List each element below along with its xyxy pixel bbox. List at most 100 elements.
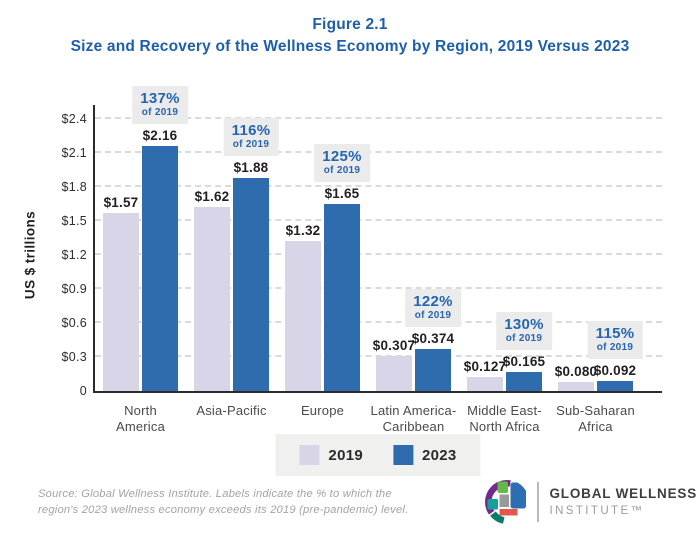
logo-text-line2: INSTITUTE™ [549, 505, 645, 517]
legend-item-2023: 2023 [393, 445, 457, 465]
gridline-$1.5 [95, 219, 662, 221]
source-note-line1: Source: Global Wellness Institute. Label… [38, 488, 392, 500]
value-label-2023: $0.165 [502, 354, 546, 370]
gridline-$0.6 [95, 321, 662, 323]
pct-subtext: of 2019 [141, 107, 179, 119]
bar-2019 [194, 207, 230, 391]
category-label-line: Europe [300, 403, 345, 418]
category-label-3: Latin America- Caribbean [352, 403, 476, 435]
pct-subtext: of 2019 [596, 341, 634, 353]
pct-subtext: of 2019 [232, 138, 270, 150]
category-label-line: Asia-Pacific [196, 403, 267, 418]
logo-divider [537, 482, 539, 522]
y-tick-label: $0.9 [61, 282, 87, 296]
gwi-logo: GLOBAL WELLNESS INSTITUTE™ [484, 479, 697, 525]
bar-2023 [324, 204, 360, 391]
bar-group-0: $1.57 $2.16 137% of 2019 [95, 86, 188, 391]
pct-value: 115% [595, 324, 635, 342]
legend-swatch-2023 [393, 445, 413, 465]
category-label-line: Sub-Saharan [556, 403, 635, 418]
figure-label: Figure 2.1 [312, 16, 388, 33]
gridline-$1.2 [95, 253, 662, 255]
value-label-2019: $1.62 [194, 189, 230, 205]
value-label-2023: $2.16 [142, 128, 178, 144]
y-tick-label: $2.1 [61, 146, 87, 160]
value-label-2019: $0.307 [372, 338, 416, 354]
bar-2019 [285, 241, 321, 391]
gridline-$1.8 [95, 185, 662, 187]
pct-subtext: of 2019 [323, 165, 361, 176]
source-note: Source: Global Wellness Institute. Label… [38, 487, 408, 518]
y-tick-label: 0 [79, 384, 87, 398]
value-label-2019: $0.127 [463, 358, 507, 374]
legend-swatch-2019 [299, 445, 320, 465]
source-note-line2: region's 2023 wellness economy exceeds i… [38, 503, 409, 516]
gridline-$2.4 [95, 117, 662, 119]
pct-value: 137% [140, 90, 180, 108]
y-axis-line [93, 105, 95, 393]
category-label-0: North America [79, 403, 203, 435]
value-label-2019: $1.32 [285, 223, 321, 239]
pct-annotation: 137% of 2019 [132, 86, 188, 125]
value-label-2023: $1.88 [233, 159, 269, 175]
category-label-line: Middle East- [467, 403, 542, 418]
category-label-2: Europe [261, 403, 385, 419]
category-label-line: North Africa [469, 419, 540, 434]
value-label-2023: $0.092 [593, 362, 637, 378]
y-tick-label: $2.4 [61, 112, 87, 126]
pct-annotation: 125% of 2019 [314, 144, 370, 182]
legend-label-2023: 2023 [422, 446, 457, 464]
category-label-1: Asia-Pacific [170, 403, 294, 419]
category-label-4: Middle East- North Africa [443, 403, 567, 435]
bar-2019 [376, 356, 412, 391]
category-label-line: Africa [578, 419, 613, 434]
gridline-$2.1 [95, 151, 662, 153]
value-label-2019: $1.57 [103, 195, 139, 211]
bar-2023 [597, 380, 633, 391]
bar-group-5: $0.080 $0.092 115% of 2019 [550, 105, 643, 391]
y-tick-label: $0.3 [61, 350, 87, 364]
category-label-line: North [124, 403, 157, 418]
gridline-$0.9 [95, 287, 662, 289]
x-axis-line [93, 391, 662, 393]
bar-2023 [415, 348, 451, 391]
pct-subtext: of 2019 [414, 309, 452, 321]
pct-value: 116% [231, 121, 271, 139]
value-label-2023: $0.374 [411, 330, 455, 346]
bar-2023 [233, 177, 269, 391]
category-label-line: America [115, 419, 166, 434]
pct-annotation: 116% of 2019 [223, 117, 279, 156]
bar-2019 [467, 376, 503, 391]
pct-value: 125% [322, 148, 362, 165]
logo-text: GLOBAL WELLNESS INSTITUTE™ [550, 486, 698, 518]
chart-header: Figure 2.1 Size and Recovery of the Well… [0, 14, 700, 58]
category-label-line: Caribbean [382, 419, 445, 434]
pct-value: 130% [504, 316, 544, 334]
pct-value: 122% [413, 292, 453, 310]
gwi-logo-icon [485, 480, 526, 524]
value-label-2023: $1.65 [324, 186, 360, 201]
logo-text-line1: GLOBAL WELLNESS [549, 486, 698, 501]
value-label-2019: $0.080 [554, 363, 598, 379]
category-label-5: Sub-Saharan Africa [534, 403, 658, 435]
bar-group-3: $0.307 $0.374 122% of 2019 [368, 105, 461, 391]
legend-item-2019: 2019 [299, 445, 363, 465]
pct-annotation: 115% of 2019 [587, 320, 643, 359]
pct-subtext: of 2019 [505, 333, 543, 345]
y-tick-label: $1.5 [61, 214, 87, 228]
legend-label-2019: 2019 [328, 446, 363, 464]
category-label-line: Latin America- [370, 403, 457, 418]
bar-group-4: $0.127 $0.165 130% of 2019 [459, 105, 552, 391]
y-tick-label: $1.2 [61, 248, 87, 262]
pct-annotation: 122% of 2019 [405, 288, 461, 327]
bar-2019 [558, 381, 594, 391]
chart-legend: 2019 2023 [275, 434, 481, 476]
bar-group-2: $1.32 $1.65 125% of 2019 [277, 105, 370, 391]
bar-2023 [142, 146, 178, 391]
chart-title: Size and Recovery of the Wellness Econom… [70, 38, 630, 55]
bar-2019 [103, 213, 139, 391]
pct-annotation: 130% of 2019 [496, 312, 552, 351]
gridline-$0.3 [95, 355, 662, 357]
bar-group-1: $1.62 $1.88 116% of 2019 [186, 105, 279, 391]
